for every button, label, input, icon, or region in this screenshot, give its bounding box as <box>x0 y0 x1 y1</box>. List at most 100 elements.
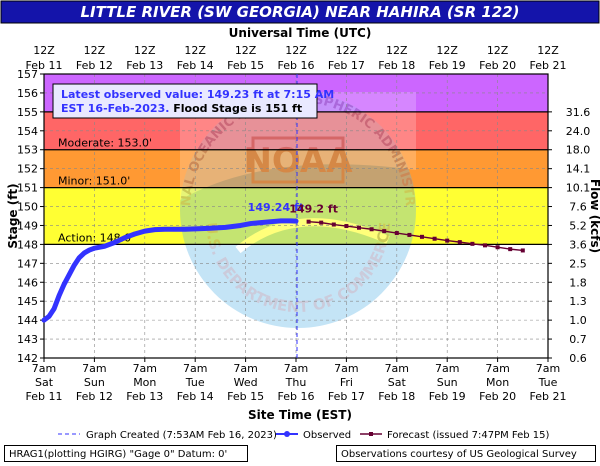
noaa-logo-gull <box>180 92 416 200</box>
gage-info-text: HRAG1(plotting HGIRG) "Gage 0" Datum: 0' <box>9 449 228 460</box>
top-tick-label: Feb 20 <box>479 59 516 72</box>
x-tick-label: 7am <box>485 362 509 375</box>
observed-point <box>293 218 299 224</box>
flow-tick-label: 1.3 <box>569 295 587 308</box>
observed-point <box>67 272 72 277</box>
flow-tick-label: 1.8 <box>569 276 587 289</box>
bottom-axis-title: Site Time (EST) <box>248 408 352 422</box>
y-tick-label: 143 <box>17 333 38 346</box>
observed-point <box>248 221 253 226</box>
forecast-point <box>331 222 336 227</box>
observed-point <box>258 220 263 225</box>
flow-tick-label: 14.1 <box>566 163 591 176</box>
top-tick-label: Feb 18 <box>378 59 415 72</box>
top-tick-label: 12Z <box>235 44 257 57</box>
x-tick-label: Sat <box>35 376 54 389</box>
forecast-point <box>407 232 412 237</box>
observed-point <box>41 317 47 323</box>
forecast-point <box>420 234 424 239</box>
x-tick-label: Sun <box>437 376 458 389</box>
top-tick-label: Feb 21 <box>530 59 567 72</box>
x-tick-label: Feb 17 <box>328 390 365 403</box>
y-tick-label: 144 <box>17 314 38 327</box>
forecast-point <box>394 231 399 236</box>
legend-observed-marker <box>284 431 290 437</box>
legend-forecast-label: Forecast (issued 7:47PM Feb 15) <box>387 430 550 441</box>
observed-point <box>102 244 107 249</box>
y-tick-label: 152 <box>17 163 38 176</box>
forecast-point <box>520 248 525 253</box>
flow-tick-label: 10.1 <box>566 182 591 195</box>
flow-tick-label: 7.6 <box>569 201 587 214</box>
band-label-minor: Minor: 151.0' <box>58 175 130 188</box>
top-tick-label: 12Z <box>184 44 206 57</box>
observed-point <box>112 240 117 245</box>
x-tick-label: Tue <box>538 376 558 389</box>
top-tick-label: Feb 11 <box>26 59 63 72</box>
y-tick-label: 155 <box>17 106 38 119</box>
info-box-line2: EST 16-Feb-2023. Flood Stage is 151 ft <box>61 102 302 115</box>
forecast-point <box>457 240 462 245</box>
x-tick-label: Tue <box>185 376 205 389</box>
observed-point <box>193 226 198 232</box>
flow-tick-label: 2.5 <box>569 257 587 270</box>
top-tick-label: Feb 14 <box>177 59 214 72</box>
x-tick-label: Feb 18 <box>378 390 415 403</box>
top-tick-label: Feb 15 <box>227 59 264 72</box>
observed-point <box>268 219 273 224</box>
x-tick-label: Feb 20 <box>479 390 516 403</box>
gage-info-box: HRAG1(plotting HGIRG) "Gage 0" Datum: 0' <box>4 445 248 462</box>
x-tick-label: 7am <box>82 362 106 375</box>
info-box-flood-stage: Flood Stage is 151 ft <box>173 102 302 115</box>
left-axis-title: Stage (ft) <box>6 183 20 248</box>
x-tick-label: Mon <box>486 376 509 389</box>
top-tick-label: 12Z <box>285 44 307 57</box>
y-tick-label: 145 <box>17 295 38 308</box>
observed-point <box>122 235 127 240</box>
observed-point <box>182 227 188 232</box>
source-credit-box: Observations courtesy of US Geological S… <box>336 445 596 462</box>
x-tick-label: 7am <box>284 362 308 375</box>
forecast-point <box>369 227 374 232</box>
forecast-point <box>470 241 475 246</box>
observed-point <box>51 306 57 311</box>
observed-point <box>72 263 77 268</box>
observed-point <box>278 218 284 224</box>
observed-point <box>82 250 87 256</box>
y-tick-label: 157 <box>17 68 38 81</box>
x-tick-label: 7am <box>435 362 459 375</box>
y-tick-label: 156 <box>17 87 38 100</box>
observed-label: 149.24 ft <box>248 201 304 214</box>
top-tick-label: Feb 12 <box>76 59 113 72</box>
info-box <box>52 83 318 119</box>
x-tick-label: Feb 12 <box>76 390 113 403</box>
forecast-point <box>319 220 324 225</box>
x-tick-label: Thu <box>285 376 307 389</box>
observed-point <box>142 228 147 234</box>
observed-point <box>152 227 158 232</box>
x-tick-label: Sun <box>84 376 105 389</box>
observed-point <box>132 231 137 237</box>
legend-graph-created-label: Graph Created (7:53AM Feb 16, 2023) <box>86 430 277 441</box>
y-tick-label: 151 <box>17 182 38 195</box>
observed-point <box>56 293 62 298</box>
legend-observed-label: Observed <box>303 430 351 441</box>
flow-tick-label: 5.2 <box>569 219 587 232</box>
x-tick-label: Sat <box>388 376 407 389</box>
y-tick-label: 142 <box>17 352 38 365</box>
top-tick-label: Feb 19 <box>429 59 466 72</box>
flow-tick-label: 0.6 <box>569 352 587 365</box>
x-tick-label: Feb 15 <box>227 390 264 403</box>
x-tick-label: 7am <box>32 362 56 375</box>
x-tick-label: 7am <box>536 362 560 375</box>
top-tick-label: Feb 16 <box>278 59 315 72</box>
observed-point <box>162 227 168 232</box>
observed-point <box>92 245 97 251</box>
y-tick-label: 146 <box>17 276 38 289</box>
title-bar <box>0 0 600 24</box>
x-tick-label: 7am <box>385 362 409 375</box>
top-tick-label: 12Z <box>134 44 156 57</box>
forecast-point <box>382 229 387 234</box>
top-tick-label: 12Z <box>33 44 55 57</box>
